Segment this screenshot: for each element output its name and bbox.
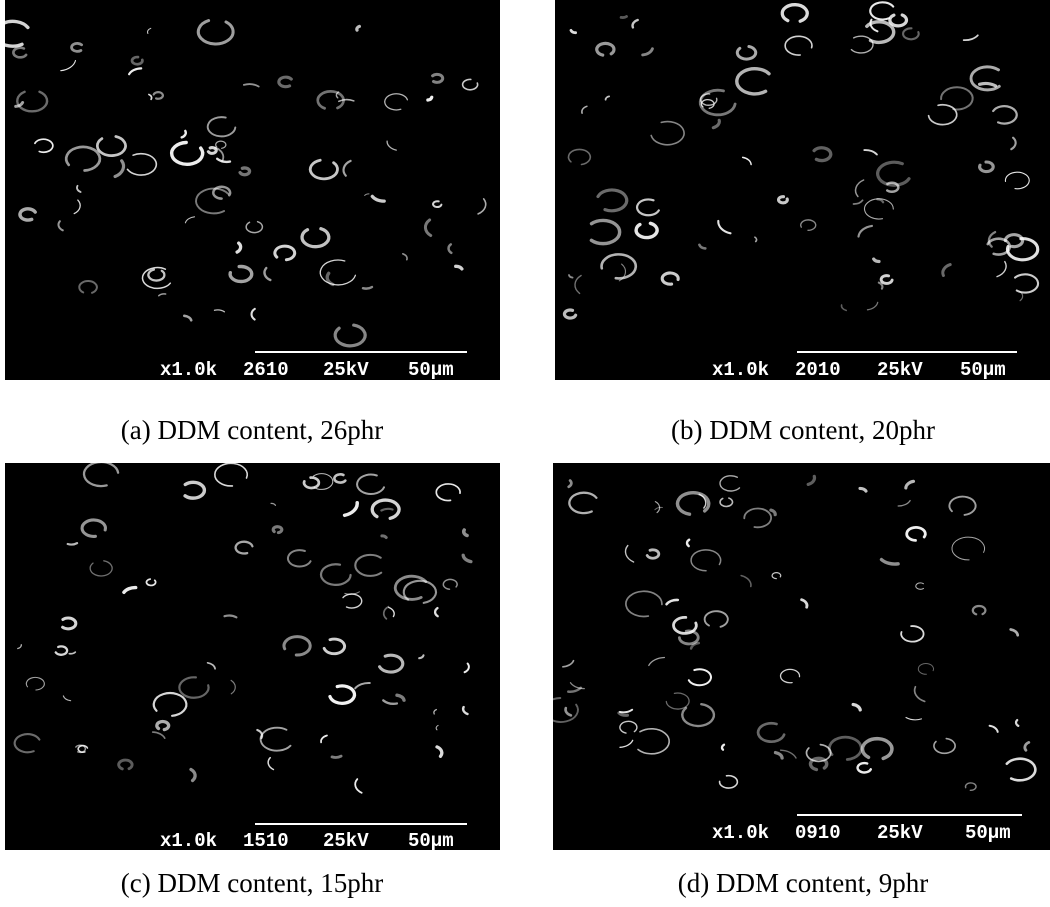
image-code: 0910	[795, 822, 841, 844]
scale-label: 50μm	[408, 830, 454, 852]
particle	[621, 17, 626, 18]
magnification: x1.0k	[712, 822, 769, 844]
scale-label: 50μm	[408, 359, 454, 381]
voltage: 25kV	[877, 359, 923, 381]
voltage: 25kV	[877, 822, 923, 844]
magnification: x1.0k	[160, 359, 217, 381]
particle	[332, 756, 341, 757]
micrograph	[553, 463, 1050, 850]
figure: x1.0k 2610 25kV 50μm x1.0k 2010 25kV 50μ…	[0, 0, 1050, 907]
particle	[382, 536, 386, 538]
micrograph	[555, 0, 1050, 380]
page: x1.0k 2610 25kV 50μm x1.0k 2010 25kV 50μ…	[0, 0, 1050, 907]
voltage: 25kV	[323, 830, 369, 852]
caption: (d) DDM content, 9phr	[678, 868, 928, 898]
caption: (b) DDM content, 20phr	[671, 415, 935, 445]
magnification: x1.0k	[160, 830, 217, 852]
scale-label: 50μm	[960, 359, 1006, 381]
micrograph	[5, 0, 500, 380]
caption: (c) DDM content, 15phr	[121, 868, 383, 898]
micrograph	[5, 463, 500, 850]
image-code: 2010	[795, 359, 841, 381]
voltage: 25kV	[323, 359, 369, 381]
image-code: 2610	[243, 359, 289, 381]
caption: (a) DDM content, 26phr	[121, 415, 383, 445]
magnification: x1.0k	[712, 359, 769, 381]
scale-label: 50μm	[965, 822, 1011, 844]
image-code: 1510	[243, 830, 289, 852]
